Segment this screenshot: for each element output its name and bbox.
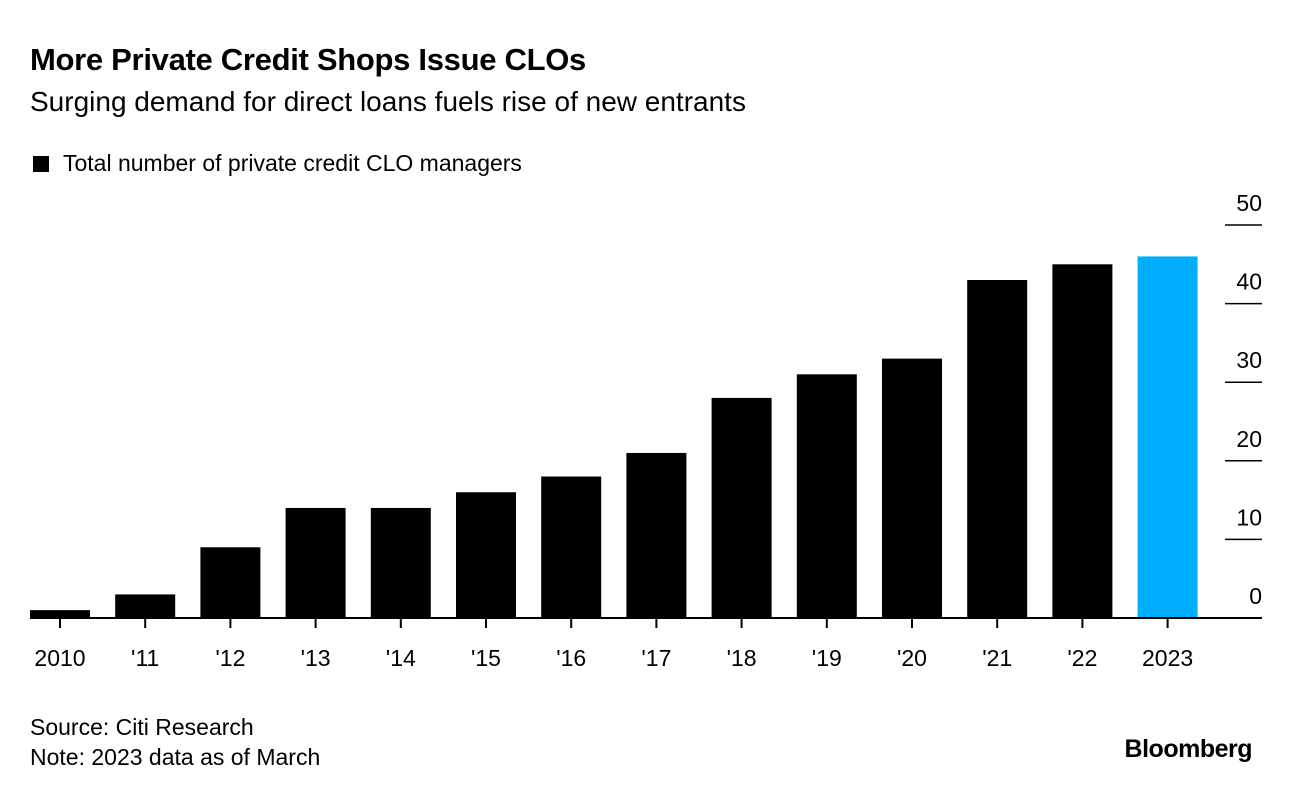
bar-chart: 2010'11'12'13'14'15'16'17'18'19'20'21'22… (30, 190, 1262, 671)
x-tick-label-11: '21 (982, 645, 1012, 671)
bar-11 (967, 280, 1028, 618)
bar-6 (541, 476, 602, 618)
x-tick-label-2: '12 (215, 645, 245, 671)
legend-swatch (33, 155, 49, 172)
bar-0 (30, 610, 90, 618)
x-tick-label-0: 2010 (34, 645, 85, 671)
bar-1 (115, 594, 176, 618)
y-tick-label-4: 40 (1236, 269, 1262, 295)
x-tick-label-4: '14 (386, 645, 416, 671)
x-tick-label-7: '17 (641, 645, 671, 671)
chart-subtitle: Surging demand for direct loans fuels ri… (30, 86, 746, 117)
note-text: Note: 2023 data as of March (30, 744, 321, 770)
source-text: Source: Citi Research (30, 714, 254, 740)
x-tick-label-3: '13 (301, 645, 331, 671)
bar-4 (370, 507, 431, 618)
bar-5 (456, 492, 516, 618)
y-tick-label-2: 20 (1236, 426, 1262, 452)
y-tick-label-3: 30 (1236, 347, 1262, 373)
legend: Total number of private credit CLO manag… (33, 150, 522, 177)
chart-title: More Private Credit Shops Issue CLOs (30, 42, 586, 77)
x-tick-label-9: '19 (812, 645, 842, 671)
x-tick-label-13: 2023 (1142, 645, 1193, 671)
bloomberg-logo: Bloomberg (1124, 735, 1253, 763)
y-tick-label-1: 10 (1236, 504, 1262, 530)
y-tick-label-5: 50 (1236, 190, 1262, 216)
x-tick-label-6: '16 (556, 645, 586, 671)
x-tick-label-10: '20 (897, 645, 927, 671)
x-tick-label-1: '11 (131, 645, 159, 671)
x-tick-label-8: '18 (727, 645, 757, 671)
bar-3 (285, 507, 346, 618)
bar-13 (1137, 256, 1198, 618)
legend-label: Total number of private credit CLO manag… (63, 150, 522, 176)
bar-2 (200, 547, 261, 618)
source-note: Source: Citi Research Note: 2023 data as… (30, 712, 320, 772)
y-tick-label-0: 0 (1249, 583, 1262, 609)
bar-7 (626, 452, 687, 618)
bar-9 (796, 374, 857, 618)
bar-12 (1052, 264, 1113, 618)
x-tick-label-12: '22 (1067, 645, 1097, 671)
x-tick-label-5: '15 (471, 645, 501, 671)
bar-8 (711, 397, 772, 618)
bar-10 (882, 358, 942, 618)
